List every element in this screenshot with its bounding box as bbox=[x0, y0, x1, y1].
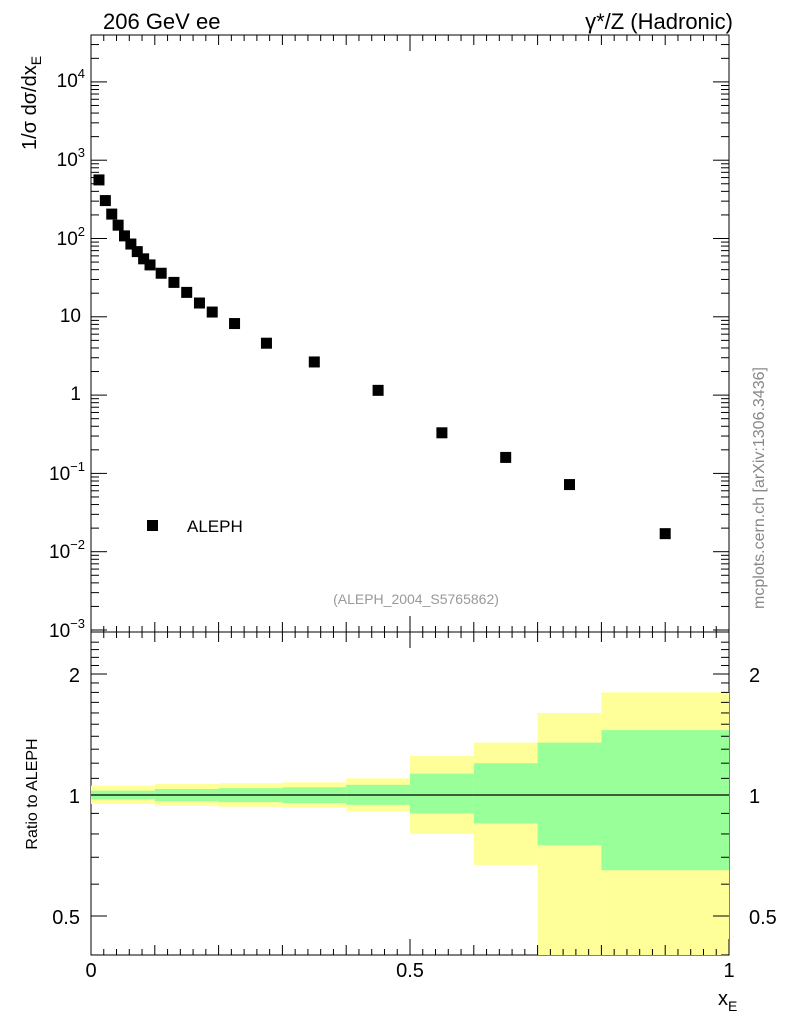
data-point bbox=[436, 427, 448, 439]
data-point bbox=[138, 253, 150, 265]
side-credit-label: mcplots.cern.ch [arXiv:1306.3436] bbox=[751, 367, 768, 609]
y-tick-label-1e4: 104 bbox=[57, 66, 85, 92]
data-point bbox=[181, 286, 193, 298]
ratio-tick-label-0-5-left: 0.5 bbox=[52, 907, 80, 929]
x-tick-label-1: 1 bbox=[723, 960, 734, 982]
data-point bbox=[112, 219, 124, 231]
y-tick-label-1e-1: 10−1 bbox=[49, 459, 85, 485]
y-tick-label-1e3: 103 bbox=[57, 145, 85, 171]
y-tick-label-1e2: 102 bbox=[57, 224, 85, 250]
y-tick-label-1e-2: 10−2 bbox=[49, 537, 85, 563]
ratio-band-stat-bin-6 bbox=[473, 763, 538, 824]
data-point bbox=[659, 528, 671, 540]
ratio-band-stat-bin-8 bbox=[601, 730, 729, 871]
data-point bbox=[131, 246, 143, 258]
main-y-tick-labels: 10−3 10−2 10−1 1 10 102 103 104 bbox=[49, 66, 85, 642]
axis-ticks bbox=[90, 35, 730, 956]
ratio-y-tick-labels-right: 0.5 1 2 bbox=[749, 665, 777, 929]
x-tick-label-0-5: 0.5 bbox=[396, 960, 424, 982]
chart-title: 206 GeV ee bbox=[103, 9, 220, 34]
ratio-y-axis-label: Ratio to ALEPH bbox=[24, 738, 41, 849]
x-axis-label: xE bbox=[718, 988, 737, 1014]
y-tick-label-1e-3: 10−3 bbox=[49, 616, 85, 642]
y-tick-label-1: 1 bbox=[70, 384, 81, 405]
main-plot-frame bbox=[90, 34, 730, 633]
y-tick-label-10: 10 bbox=[60, 306, 81, 327]
x-tick-labels: 0 0.5 1 bbox=[85, 960, 734, 982]
data-point bbox=[564, 479, 575, 491]
legend-marker-aleph bbox=[147, 520, 158, 531]
data-point bbox=[260, 337, 272, 349]
data-point bbox=[118, 230, 130, 242]
data-point bbox=[125, 238, 137, 250]
ratio-tick-label-1-left: 1 bbox=[69, 786, 80, 808]
ratio-tick-label-2-left: 2 bbox=[69, 665, 80, 687]
main-y-axis-label: 1/σ dσ/dxE bbox=[19, 56, 44, 150]
ratio-bands bbox=[91, 692, 729, 955]
data-point bbox=[168, 276, 180, 288]
ratio-tick-label-0-5-right: 0.5 bbox=[749, 907, 777, 929]
data-point bbox=[308, 356, 320, 368]
ratio-tick-label-1-right: 1 bbox=[749, 786, 760, 808]
ratio-band-stat-bin-7 bbox=[537, 742, 602, 846]
analysis-annotation: (ALEPH_2004_S5765862) bbox=[333, 591, 499, 607]
data-point bbox=[229, 318, 241, 330]
data-point bbox=[206, 306, 218, 318]
x-tick-label-0: 0 bbox=[85, 960, 96, 982]
chart-subtitle: γ*/Z (Hadronic) bbox=[585, 9, 733, 34]
data-point bbox=[93, 174, 105, 186]
ratio-y-tick-labels-left: 0.5 1 2 bbox=[52, 665, 80, 929]
data-point bbox=[106, 208, 118, 220]
data-point bbox=[144, 259, 156, 271]
data-point bbox=[372, 384, 384, 396]
data-point bbox=[193, 297, 205, 309]
data-point bbox=[500, 451, 512, 463]
data-points bbox=[93, 174, 671, 540]
legend-label-aleph: ALEPH bbox=[187, 517, 243, 536]
ratio-tick-label-2-right: 2 bbox=[749, 665, 760, 687]
ratio-band-stat-bin-5 bbox=[410, 773, 474, 814]
data-point bbox=[99, 195, 111, 207]
data-point bbox=[155, 267, 167, 279]
